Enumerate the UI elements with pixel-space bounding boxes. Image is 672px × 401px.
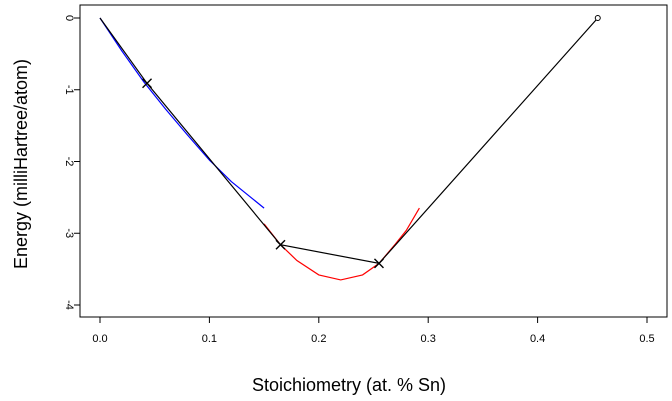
x-tick-label: 0.5 [639, 333, 654, 345]
series-line-1 [263, 207, 420, 281]
x-axis-title: Stoichiometry (at. % Sn) [252, 375, 446, 395]
x-tick-label: 0.2 [311, 333, 326, 345]
ticks-layer: 0.0 0.1 0.2 0.3 0.4 0.5 0 -1 -2 -3 -4 [63, 15, 655, 345]
x-marker-point [142, 78, 153, 89]
x-marker-point [373, 258, 384, 269]
x-tick-label: 0.1 [202, 333, 217, 345]
y-tick-label: 0 [63, 15, 75, 21]
x-tick-label: 0.0 [92, 333, 107, 345]
plot-box [79, 4, 668, 318]
x-marker-point [275, 239, 286, 250]
y-tick-label: -4 [63, 300, 75, 310]
y-axis-title: Energy (milliHartree/atom) [11, 59, 31, 269]
series-layer [99, 15, 601, 281]
y-tick-label: -2 [63, 157, 75, 167]
series-line-0 [99, 17, 265, 209]
series-line-2 [99, 17, 599, 265]
y-tick-label: -1 [63, 85, 75, 95]
open-circle-point [594, 15, 601, 21]
y-tick-label: -3 [63, 228, 75, 238]
x-tick-label: 0.4 [530, 333, 545, 345]
x-tick-label: 0.3 [421, 333, 436, 345]
